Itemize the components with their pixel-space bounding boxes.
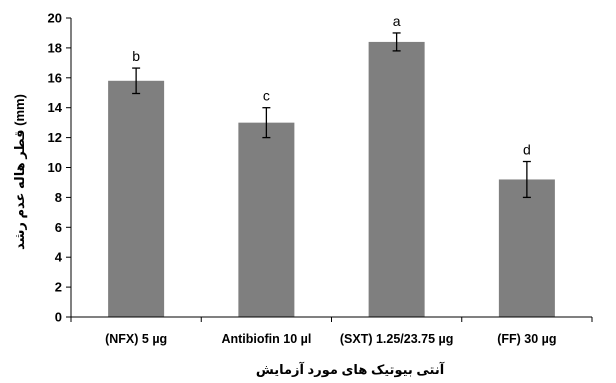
y-axis-title: قطر هاله عدم رشد (mm): [12, 94, 28, 250]
y-tick-label: 16: [48, 70, 62, 85]
significance-letter: b: [132, 48, 140, 64]
bar: [238, 122, 295, 318]
y-tick-label: 8: [55, 190, 62, 205]
error-bar: [522, 160, 531, 199]
x-axis-title: آنتی بیوتیک های مورد آزمایش: [256, 361, 445, 377]
x-tick-label: (FF) 30 µg: [497, 332, 556, 346]
bars-layer: [108, 32, 555, 318]
x-tick-label: (NFX) 5 µg: [105, 332, 167, 346]
y-tick-label: 0: [55, 310, 62, 325]
error-bar: [262, 107, 271, 139]
significance-letter: d: [523, 142, 531, 158]
bar: [108, 80, 165, 317]
labels-layer: b (NFX) 5 µg c Antibiofin 10 µl a (SXT) 1.25/…: [48, 11, 557, 347]
y-tick-label: 4: [55, 250, 63, 265]
y-tick-label: 10: [48, 160, 62, 175]
error-bar: [132, 67, 141, 95]
axes-layer: [66, 17, 593, 322]
y-tick-label: 2: [55, 280, 62, 295]
y-tick-label: 20: [48, 11, 62, 26]
significance-letter: c: [263, 88, 270, 104]
bar: [368, 41, 425, 318]
y-tick-label: 18: [48, 40, 62, 55]
y-tick-label: 12: [48, 130, 62, 145]
y-tick-label: 6: [55, 220, 62, 235]
x-tick-label: (SXT) 1.25/23.75 µg: [340, 332, 454, 346]
y-tick-label: 14: [48, 100, 63, 115]
x-tick-label: Antibiofin 10 µl: [221, 332, 311, 346]
significance-letter: a: [393, 13, 401, 29]
error-bar: [392, 32, 401, 52]
bar: [498, 179, 555, 317]
